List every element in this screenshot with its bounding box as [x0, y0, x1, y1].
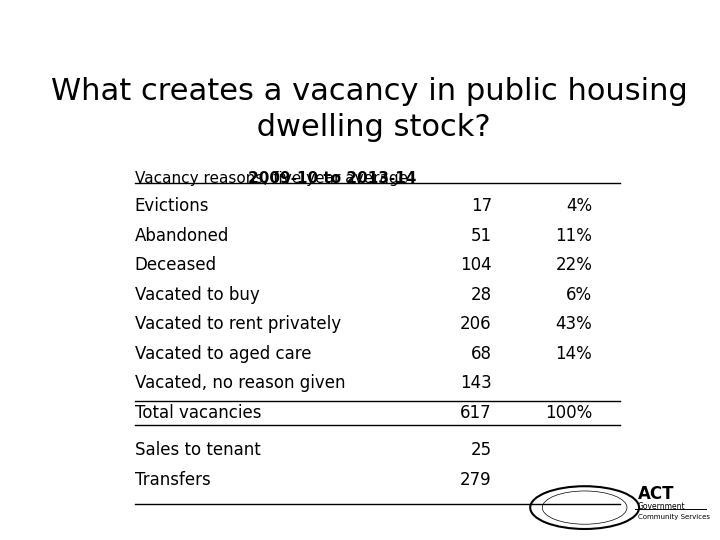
Text: 617: 617: [460, 404, 492, 422]
Text: 25: 25: [471, 441, 492, 459]
Text: 104: 104: [460, 256, 492, 274]
Text: 17: 17: [471, 197, 492, 215]
Text: 11%: 11%: [555, 227, 593, 245]
Text: Vacated, no reason given: Vacated, no reason given: [135, 374, 345, 392]
Text: 14%: 14%: [555, 345, 593, 363]
Text: Vacated to aged care: Vacated to aged care: [135, 345, 311, 363]
Text: 6%: 6%: [566, 286, 593, 303]
Text: 4%: 4%: [566, 197, 593, 215]
Text: 206: 206: [460, 315, 492, 333]
Text: Vacancy reasons, five year average: Vacancy reasons, five year average: [135, 171, 413, 186]
Text: 51: 51: [471, 227, 492, 245]
Text: Vacated to rent privately: Vacated to rent privately: [135, 315, 341, 333]
Text: Government: Government: [638, 502, 685, 511]
Text: 279: 279: [460, 471, 492, 489]
Text: 22%: 22%: [555, 256, 593, 274]
Text: Community Services: Community Services: [638, 514, 709, 519]
Text: 28: 28: [471, 286, 492, 303]
Text: Sales to tenant: Sales to tenant: [135, 441, 261, 459]
Text: Evictions: Evictions: [135, 197, 209, 215]
Text: Total vacancies: Total vacancies: [135, 404, 261, 422]
Text: 2009-10 to 2013-14: 2009-10 to 2013-14: [248, 171, 416, 186]
Text: 68: 68: [471, 345, 492, 363]
Text: Vacated to buy: Vacated to buy: [135, 286, 259, 303]
Text: 143: 143: [460, 374, 492, 392]
Text: 100%: 100%: [545, 404, 593, 422]
Text: Deceased: Deceased: [135, 256, 217, 274]
Text: Transfers: Transfers: [135, 471, 210, 489]
Text: ACT: ACT: [638, 485, 674, 503]
Text: What creates a vacancy in public housing
 dwelling stock?: What creates a vacancy in public housing…: [50, 77, 688, 142]
Text: 43%: 43%: [555, 315, 593, 333]
Text: Abandoned: Abandoned: [135, 227, 229, 245]
